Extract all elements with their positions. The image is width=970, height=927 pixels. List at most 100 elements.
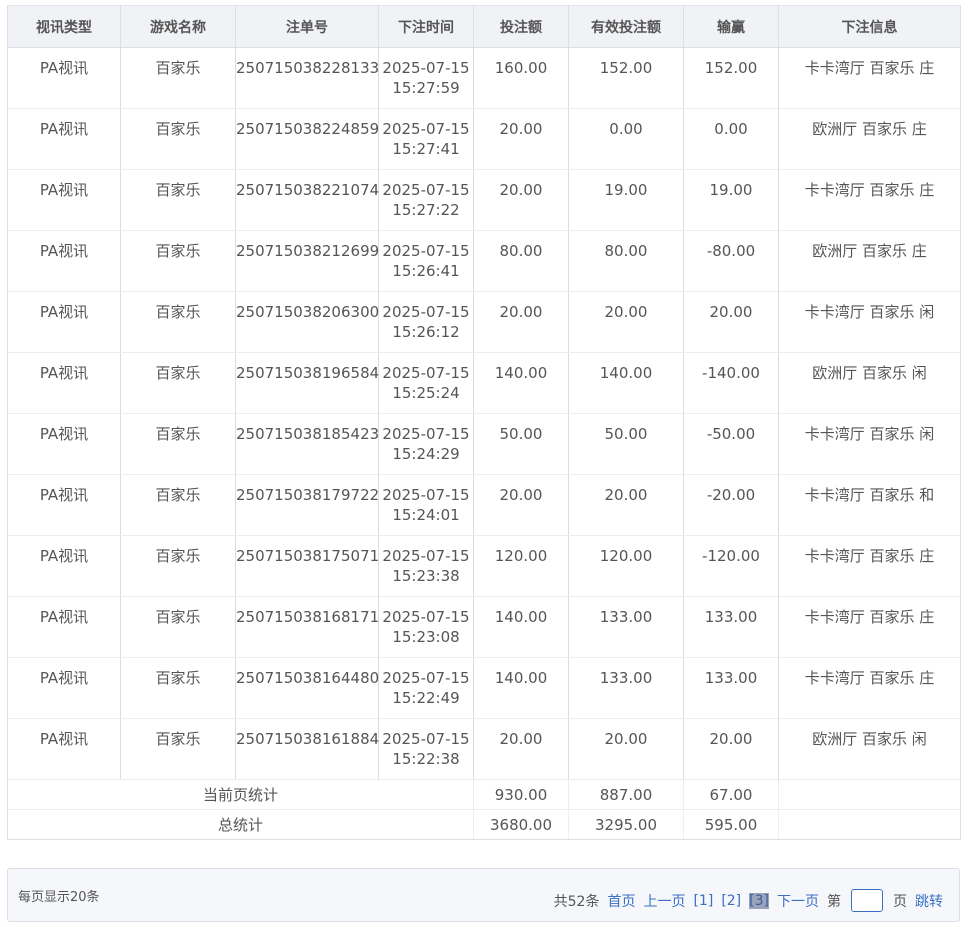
column-header: 下注时间: [378, 5, 474, 48]
valid-bet-cell-text: 140.00: [599, 364, 653, 382]
summary-row: 总统计 3680.00 3295.00 595.00: [7, 809, 961, 840]
table-row: PA视讯 百家乐 250715038196584 2025-07-15 15:25:24…: [7, 352, 961, 414]
win-loss-cell: 133.00: [683, 596, 779, 658]
video-type-cell-text: PA视讯: [39, 547, 89, 565]
bet-id-cell: 250715038196584: [235, 352, 380, 414]
bet-amount-cell: 20.00: [473, 169, 569, 231]
bet-amount-cell-text: 20.00: [499, 486, 543, 504]
win-loss-cell: 0.00: [683, 108, 779, 170]
bet-info-cell-text: 卡卡湾厅 百家乐 庄: [804, 59, 935, 77]
bet-id-cell-text: 250715038221074: [236, 181, 380, 199]
bet-info-cell: 欧洲厅 百家乐 庄: [778, 108, 961, 170]
video-type-cell: PA视讯: [7, 718, 121, 780]
table-row: PA视讯 百家乐 250715038206300 2025-07-15 15:26:12…: [7, 291, 961, 353]
win-loss-cell-text: 20.00: [709, 303, 753, 321]
bet-id-cell: 250715038185423: [235, 413, 379, 475]
win-loss-cell-text: -120.00: [702, 547, 760, 565]
win-loss-cell: -20.00: [683, 474, 779, 536]
bet-amount-cell-text: 120.00: [494, 547, 548, 565]
pager: 共52条 首页 上一页 [1] [2] [3] 下一页 第 页 跳转: [554, 889, 943, 912]
game-name-cell-text: 百家乐: [155, 547, 201, 565]
video-type-cell: PA视讯: [7, 169, 121, 231]
bet-info-cell: 卡卡湾厅 百家乐 庄: [778, 596, 961, 658]
column-header: 输赢: [683, 5, 779, 48]
bet-time-cell-text: 15:27:41: [392, 140, 460, 158]
per-page-label: 每页显示20条: [18, 890, 100, 905]
bet-id-cell: 250715038164480: [235, 657, 380, 719]
valid-bet-cell-text: 133.00: [599, 608, 653, 626]
first-page-link[interactable]: 首页: [607, 893, 636, 910]
bet-amount-cell-text: 20.00: [499, 181, 543, 199]
goto-suffix: 页: [893, 893, 907, 910]
video-type-cell: PA视讯: [7, 535, 121, 597]
win-loss-cell: -120.00: [683, 535, 779, 597]
bet-info-cell-text: 欧洲厅 百家乐 闲: [812, 364, 927, 382]
bet-id-cell: 250715038179722: [235, 474, 379, 536]
table-row: PA视讯 百家乐 250715038175071 2025-07-15 15:23:38…: [7, 535, 961, 597]
table-row: PA视讯 百家乐 250715038228133 2025-07-15 15:27:59…: [7, 47, 961, 109]
bet-time-cell-text: 2025-07-15: [382, 59, 470, 77]
bet-info-cell: 欧洲厅 百家乐 闲: [778, 718, 961, 780]
video-type-cell: PA视讯: [7, 352, 121, 414]
valid-bet-cell: 20.00: [568, 291, 684, 353]
game-name-cell-text: 百家乐: [155, 425, 201, 443]
prev-page-link[interactable]: 上一页: [643, 893, 686, 910]
bet-info-cell-text: 卡卡湾厅 百家乐 闲: [804, 425, 935, 443]
summary-row: 当前页统计 930.00 887.00 67.00: [7, 779, 961, 810]
column-header: 有效投注额: [568, 5, 684, 48]
page-link-2[interactable]: [2]: [721, 892, 742, 909]
game-name-cell: 百家乐: [120, 718, 236, 780]
win-loss-cell-text: 20.00: [709, 730, 753, 748]
video-type-cell: PA视讯: [7, 474, 121, 536]
bet-id-cell-text: 250715038196584: [236, 364, 380, 382]
table-row: PA视讯 百家乐 250715038185423 2025-07-15 15:24:29…: [7, 413, 961, 475]
bet-id-cell-text: 250715038212699: [236, 242, 380, 260]
valid-bet-cell-text: 20.00: [604, 303, 648, 321]
bet-info-cell: 卡卡湾厅 百家乐 庄: [778, 657, 961, 719]
win-loss-cell: -140.00: [683, 352, 779, 414]
game-name-cell-text: 百家乐: [155, 669, 201, 687]
page-link-3-current[interactable]: [3]: [749, 892, 769, 909]
bet-id-cell: 250715038224859: [235, 108, 379, 170]
bet-amount-cell: 140.00: [473, 352, 569, 414]
valid-bet-cell-text: 133.00: [599, 669, 653, 687]
video-type-cell: PA视讯: [7, 291, 121, 353]
valid-bet-cell: 152.00: [568, 47, 684, 109]
summary-valid: 3295.00: [568, 809, 684, 840]
valid-bet-cell: 140.00: [568, 352, 684, 414]
bet-time-cell-text: 15:22:38: [392, 750, 460, 768]
valid-bet-cell: 120.00: [568, 535, 684, 597]
bet-id-cell-text: 250715038164480: [236, 669, 380, 687]
win-loss-cell-text: 19.00: [709, 181, 753, 199]
summary-bet: 930.00: [473, 779, 569, 810]
bet-amount-cell: 50.00: [473, 413, 569, 475]
bet-time-cell-text: 2025-07-15: [382, 608, 470, 626]
valid-bet-cell-text: 20.00: [604, 486, 648, 504]
game-name-cell: 百家乐: [120, 230, 236, 292]
goto-button[interactable]: 跳转: [915, 893, 943, 910]
win-loss-cell-text: -20.00: [706, 486, 756, 504]
win-loss-cell-text: 133.00: [704, 608, 758, 626]
game-name-cell: 百家乐: [120, 657, 236, 719]
bet-time-cell: 2025-07-15 15:27:59: [378, 47, 474, 109]
next-page-link[interactable]: 下一页: [777, 893, 819, 910]
bet-time-cell: 2025-07-15 15:24:29: [378, 413, 474, 475]
table-row: PA视讯 百家乐 250715038221074 2025-07-15 15:27:22…: [7, 169, 961, 231]
video-type-cell: PA视讯: [7, 657, 121, 719]
bet-amount-cell: 20.00: [473, 108, 569, 170]
video-type-cell-text: PA视讯: [39, 242, 89, 260]
bet-id-cell-text: 250715038228133: [236, 59, 380, 77]
game-name-cell-text: 百家乐: [155, 608, 201, 626]
goto-page-input[interactable]: [851, 889, 883, 912]
column-header: 投注额: [473, 5, 569, 48]
video-type-cell-text: PA视讯: [39, 364, 89, 382]
video-type-cell-text: PA视讯: [39, 608, 89, 626]
valid-bet-cell: 133.00: [568, 657, 684, 719]
summary-empty: [778, 779, 961, 810]
table-row: PA视讯 百家乐 250715038161884 2025-07-15 15:22:38…: [7, 718, 961, 780]
bet-records-table: 视讯类型 游戏名称 注单号 下注时间 投注额 有效投注额 输赢 下注信息 PA视讯 百家乐 250…: [7, 5, 961, 840]
summary-label: 当前页统计: [7, 779, 474, 810]
video-type-cell-text: PA视讯: [39, 486, 89, 504]
page-link-1[interactable]: [1]: [693, 892, 714, 909]
bet-amount-cell-text: 160.00: [494, 59, 548, 77]
